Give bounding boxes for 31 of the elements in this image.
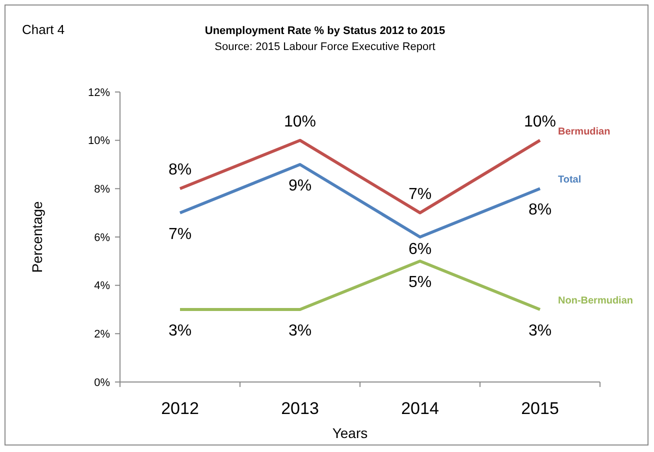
x-tick-label: 2013 bbox=[281, 399, 319, 418]
chart-subtitle: Source: 2015 Labour Force Executive Report bbox=[214, 41, 436, 53]
x-tick-label: 2012 bbox=[161, 399, 199, 418]
data-label: 3% bbox=[288, 322, 312, 340]
chart-title: Unemployment Rate % by Status 2012 to 2015 bbox=[204, 25, 446, 37]
y-tick-label: 0% bbox=[94, 376, 110, 389]
x-axis-title: Years bbox=[332, 425, 368, 441]
data-label: 6% bbox=[408, 241, 432, 258]
x-tick-label: 2015 bbox=[521, 399, 559, 418]
data-label: 3% bbox=[528, 322, 552, 340]
data-label: 8% bbox=[168, 162, 192, 179]
y-axis-title: Percentage bbox=[29, 200, 45, 273]
data-label: 3% bbox=[168, 322, 192, 340]
data-label: 5% bbox=[408, 274, 432, 292]
y-tick-label: 12% bbox=[88, 86, 110, 99]
data-label: 9% bbox=[288, 178, 312, 194]
data-label: 10% bbox=[284, 113, 316, 130]
series-label: Total bbox=[558, 174, 582, 186]
data-label: 7% bbox=[168, 226, 192, 243]
y-tick-label: 10% bbox=[88, 135, 110, 148]
x-tick-label: 2014 bbox=[401, 399, 439, 418]
series-label: Bermudian bbox=[558, 126, 610, 138]
y-tick-label: 8% bbox=[94, 184, 110, 196]
data-label: 10% bbox=[524, 113, 556, 130]
caption: Chart 4 bbox=[22, 22, 65, 37]
y-tick-label: 2% bbox=[94, 328, 110, 341]
series-label: Non-Bermudian bbox=[558, 296, 633, 306]
y-tick-label: 4% bbox=[94, 280, 110, 292]
data-label: 8% bbox=[528, 202, 552, 219]
data-label: 7% bbox=[408, 186, 432, 203]
y-tick-label: 6% bbox=[94, 232, 110, 244]
